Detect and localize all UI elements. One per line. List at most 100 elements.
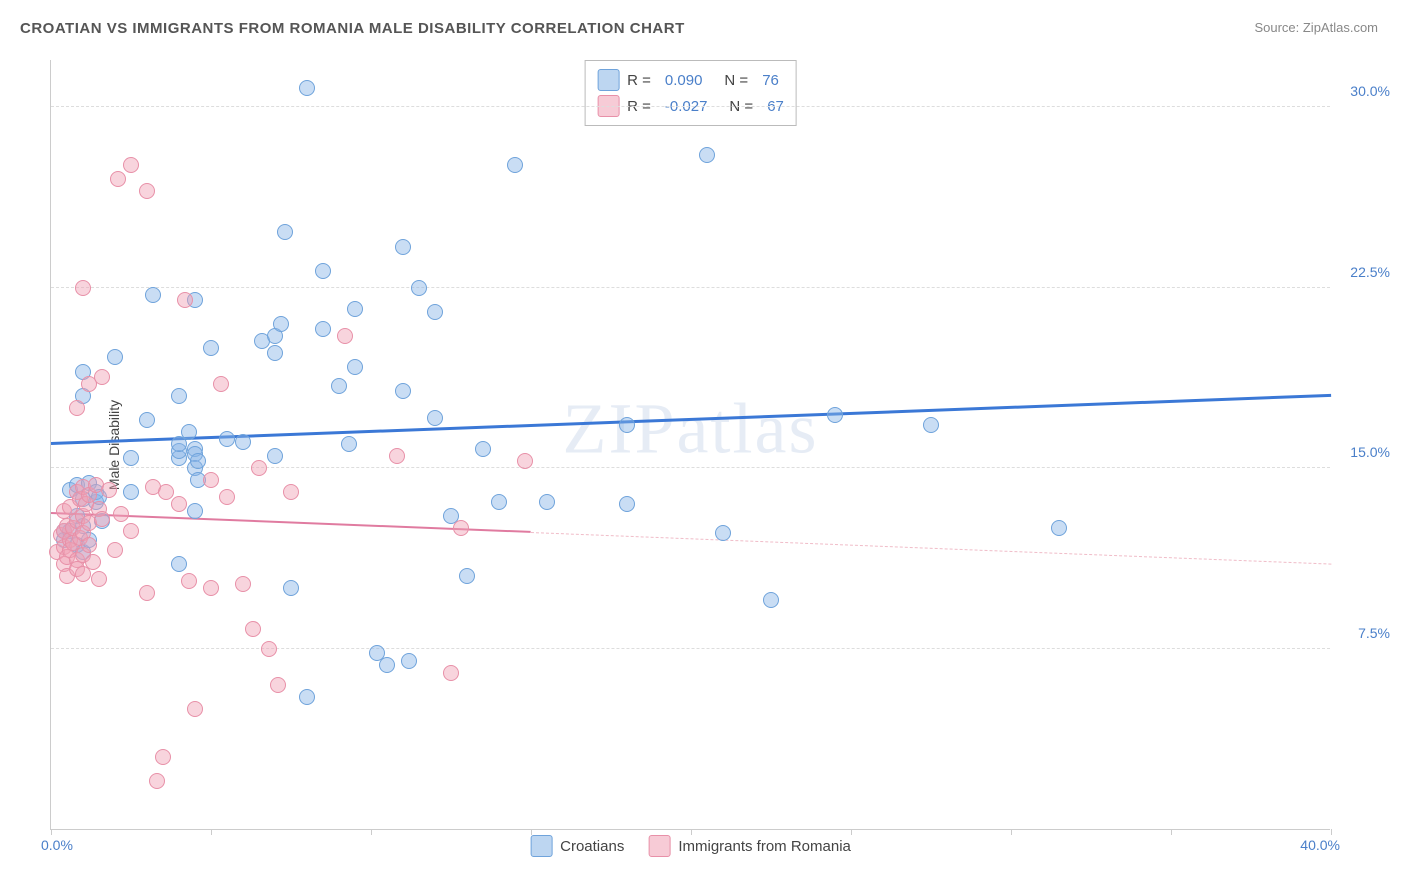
x-tick — [371, 829, 372, 835]
x-tick — [1171, 829, 1172, 835]
data-point — [475, 441, 491, 457]
data-point — [110, 171, 126, 187]
data-point — [1051, 520, 1067, 536]
trend-line — [531, 532, 1331, 565]
data-point — [337, 328, 353, 344]
data-point — [273, 316, 289, 332]
data-point — [315, 321, 331, 337]
data-point — [123, 157, 139, 173]
data-point — [203, 340, 219, 356]
data-point — [213, 376, 229, 392]
data-point — [190, 453, 206, 469]
data-point — [401, 653, 417, 669]
data-point — [203, 472, 219, 488]
data-point — [347, 359, 363, 375]
data-point — [251, 460, 267, 476]
data-point — [123, 450, 139, 466]
data-point — [341, 436, 357, 452]
data-point — [619, 496, 635, 512]
data-point — [203, 580, 219, 596]
data-point — [443, 665, 459, 681]
data-point — [75, 280, 91, 296]
data-point — [411, 280, 427, 296]
legend-item: Immigrants from Romania — [648, 835, 851, 857]
data-point — [187, 503, 203, 519]
data-point — [181, 424, 197, 440]
data-point — [277, 224, 293, 240]
data-point — [491, 494, 507, 510]
data-point — [619, 417, 635, 433]
data-point — [235, 576, 251, 592]
data-point — [149, 773, 165, 789]
data-point — [123, 523, 139, 539]
data-point — [145, 287, 161, 303]
data-point — [299, 689, 315, 705]
x-axis-min-label: 0.0% — [41, 837, 73, 853]
data-point — [395, 383, 411, 399]
data-point — [459, 568, 475, 584]
data-point — [113, 506, 129, 522]
data-point — [155, 749, 171, 765]
data-point — [261, 641, 277, 657]
data-point — [85, 554, 101, 570]
data-point — [107, 349, 123, 365]
legend-swatch — [648, 835, 670, 857]
y-axis-label: Male Disability — [106, 399, 122, 489]
data-point — [181, 573, 197, 589]
data-point — [219, 431, 235, 447]
legend-series: CroatiansImmigrants from Romania — [530, 835, 851, 857]
data-point — [107, 542, 123, 558]
data-point — [270, 677, 286, 693]
x-tick — [1331, 829, 1332, 835]
data-point — [177, 292, 193, 308]
data-point — [699, 147, 715, 163]
data-point — [267, 345, 283, 361]
data-point — [827, 407, 843, 423]
data-point — [219, 489, 235, 505]
data-point — [517, 453, 533, 469]
legend-label: Immigrants from Romania — [678, 838, 851, 855]
data-point — [715, 525, 731, 541]
data-point — [101, 482, 117, 498]
data-point — [507, 157, 523, 173]
legend-stat-row: R =0.090N =76 — [597, 67, 784, 93]
data-point — [763, 592, 779, 608]
watermark: ZIPatlas — [563, 388, 819, 471]
data-point — [94, 511, 110, 527]
gridline — [51, 287, 1330, 288]
data-point — [315, 263, 331, 279]
x-axis-max-label: 40.0% — [1300, 837, 1340, 853]
data-point — [139, 412, 155, 428]
data-point — [245, 621, 261, 637]
x-tick — [531, 829, 532, 835]
x-tick — [1011, 829, 1012, 835]
x-tick — [691, 829, 692, 835]
gridline — [51, 467, 1330, 468]
y-tick-label: 30.0% — [1335, 83, 1390, 99]
data-point — [539, 494, 555, 510]
y-tick-label: 15.0% — [1335, 444, 1390, 460]
x-tick — [851, 829, 852, 835]
data-point — [453, 520, 469, 536]
data-point — [427, 304, 443, 320]
source-label: Source: ZipAtlas.com — [1254, 20, 1378, 35]
data-point — [299, 80, 315, 96]
data-point — [171, 388, 187, 404]
legend-swatch — [530, 835, 552, 857]
data-point — [389, 448, 405, 464]
data-point — [139, 183, 155, 199]
data-point — [347, 301, 363, 317]
plot-area: Male Disability ZIPatlas 0.0% 40.0% R =0… — [50, 60, 1330, 830]
legend-stats: R =0.090N =76R =-0.027N =67 — [584, 60, 797, 126]
data-point — [283, 484, 299, 500]
data-point — [139, 585, 155, 601]
x-tick — [51, 829, 52, 835]
data-point — [395, 239, 411, 255]
y-tick-label: 22.5% — [1335, 264, 1390, 280]
data-point — [69, 400, 85, 416]
data-point — [81, 537, 97, 553]
data-point — [94, 369, 110, 385]
data-point — [91, 571, 107, 587]
gridline — [51, 106, 1330, 107]
gridline — [51, 648, 1330, 649]
